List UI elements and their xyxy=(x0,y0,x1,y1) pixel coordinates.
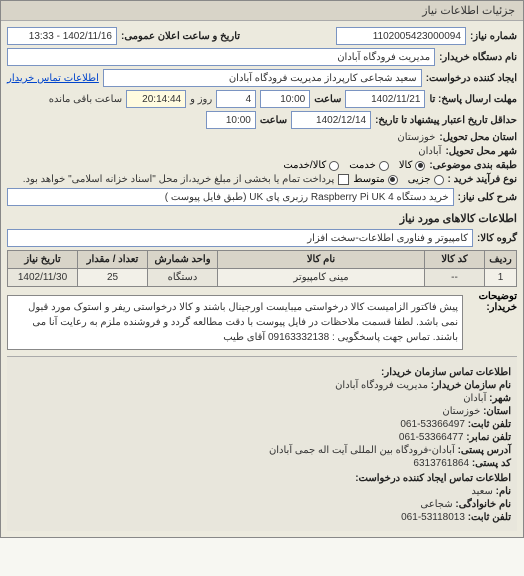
subject-label: شرح کلی نیاز: xyxy=(458,192,517,203)
cell-qty: 25 xyxy=(78,269,148,287)
validity-time-label: ساعت xyxy=(260,115,287,126)
creator-value: سعید شجاعی کارپرداز مدیریت فرودگاه آبادا… xyxy=(103,69,422,87)
budget-radio-group: کالا خدمت کالا/خدمت xyxy=(283,160,425,171)
public-datetime-value: 1402/11/16 - 13:33 xyxy=(7,27,117,45)
row-subject: شرح کلی نیاز: خرید دستگاه Raspberry Pi U… xyxy=(7,188,517,206)
table-header-row: ردیف کد کالا نام کالا واحد شمارش تعداد /… xyxy=(8,251,517,269)
row-creator: ایجاد کننده درخواست: سعید شجاعی کارپرداز… xyxy=(7,69,517,87)
row-budget: طبقه بندی موضوعی: کالا خدمت کالا/خدمت xyxy=(7,160,517,171)
days-value: 4 xyxy=(216,90,256,108)
days-after: روز و xyxy=(190,94,212,105)
validity-date: 1402/12/14 xyxy=(291,111,371,129)
city-label: شهر محل تحویل: xyxy=(445,146,517,157)
group-value: کامپیوتر و فناوری اطلاعات-سخت افزار xyxy=(7,229,473,247)
org-name-line: نام سازمان خریدار: مدیریت فرودگاه آبادان xyxy=(13,380,511,391)
notes-wrap: توضیحات خریدار: پیش فاکتور الزامیست کالا… xyxy=(7,291,517,350)
purchase-radio-group: جزیی متوسط xyxy=(353,174,443,185)
cell-date: 1402/11/30 xyxy=(8,269,78,287)
request-no-label: شماره نیاز: xyxy=(470,31,517,42)
org-province-line: استان: خوزستان xyxy=(13,406,511,417)
remain-after: ساعت باقی مانده xyxy=(49,94,122,105)
creator-phone-line: تلفن ثابت: 53118013-061 xyxy=(13,512,511,523)
radio-icon xyxy=(329,161,339,171)
reply-time-label: ساعت xyxy=(314,94,341,105)
row-city: شهر محل تحویل: آبادان xyxy=(7,146,517,157)
notes-value: پیش فاکتور الزامیست کالا درخواستی میبایس… xyxy=(7,295,463,350)
province-value: خوزستان xyxy=(397,132,435,143)
reply-date: 1402/11/21 xyxy=(345,90,425,108)
purchase-opt-1[interactable]: متوسط xyxy=(353,174,397,185)
request-no-value: 1102005423000094 xyxy=(336,27,466,45)
creator-section-title: اطلاعات تماس ایجاد کننده درخواست: xyxy=(13,473,511,484)
validity-time: 10:00 xyxy=(206,111,256,129)
row-reply-deadline: مهلت ارسال پاسخ: تا 1402/11/21 ساعت 10:0… xyxy=(7,90,517,108)
org-phone-line: تلفن ثابت: 53366497-061 xyxy=(13,419,511,430)
budget-opt-1[interactable]: خدمت xyxy=(349,160,389,171)
col-name: نام کالا xyxy=(218,251,425,269)
contact-section-title: اطلاعات تماس سازمان خریدار: xyxy=(13,367,511,378)
cell-idx: 1 xyxy=(485,269,517,287)
creator-label: ایجاد کننده درخواست: xyxy=(426,73,517,84)
buyer-contact-link[interactable]: اطلاعات تماس خریدار xyxy=(7,73,99,84)
cell-unit: دستگاه xyxy=(148,269,218,287)
row-province: استان محل تحویل: خوزستان xyxy=(7,132,517,143)
col-code: کد کالا xyxy=(425,251,485,269)
cell-code: -- xyxy=(425,269,485,287)
creator-lname-line: نام خانوادگی: شجاعی xyxy=(13,499,511,510)
city-value: آبادان xyxy=(418,146,441,157)
row-request-no: شماره نیاز: 1102005423000094 تاریخ و ساع… xyxy=(7,27,517,45)
row-validity: حداقل تاریخ اعتبار پیشنهاد تا تاریخ: 140… xyxy=(7,111,517,129)
reply-time: 10:00 xyxy=(260,90,310,108)
goods-table: ردیف کد کالا نام کالا واحد شمارش تعداد /… xyxy=(7,250,517,287)
buyer-label: نام دستگاه خریدار: xyxy=(439,52,517,63)
table-row: 1 -- مینی کامپیوتر دستگاه 25 1402/11/30 xyxy=(8,269,517,287)
budget-opt-2[interactable]: کالا/خدمت xyxy=(283,160,339,171)
validity-label: حداقل تاریخ اعتبار پیشنهاد تا تاریخ: xyxy=(375,115,517,126)
main-panel: جزئیات اطلاعات نیاز شماره نیاز: 11020054… xyxy=(0,0,524,538)
cell-name: مینی کامپیوتر xyxy=(218,269,425,287)
radio-icon xyxy=(388,175,398,185)
org-postal-line: کد پستی: 6313761864 xyxy=(13,458,511,469)
org-city-line: شهر: آبادان xyxy=(13,393,511,404)
budget-opt-0[interactable]: کالا xyxy=(399,160,426,171)
row-purchase-type: نوع فرآیند خرید : جزیی متوسط پرداخت تمام… xyxy=(7,174,517,185)
col-row: ردیف xyxy=(485,251,517,269)
panel-title: جزئیات اطلاعات نیاز xyxy=(1,1,523,21)
col-unit: واحد شمارش xyxy=(148,251,218,269)
creator-fname-line: نام: سعید xyxy=(13,486,511,497)
group-label: گروه کالا: xyxy=(477,233,517,244)
col-qty: تعداد / مقدار xyxy=(78,251,148,269)
public-datetime-label: تاریخ و ساعت اعلان عمومی: xyxy=(121,31,240,42)
radio-icon xyxy=(379,161,389,171)
remain-time: 20:14:44 xyxy=(126,90,186,108)
row-group: گروه کالا: کامپیوتر و فناوری اطلاعات-سخت… xyxy=(7,229,517,247)
radio-icon xyxy=(415,161,425,171)
subject-value: خرید دستگاه Raspberry Pi UK 4 رزبری پای … xyxy=(7,188,454,206)
org-fax-line: تلفن نمابر: 53366477-061 xyxy=(13,432,511,443)
row-buyer: نام دستگاه خریدار: مدیریت فرودگاه آبادان xyxy=(7,48,517,66)
reply-deadline-label: مهلت ارسال پاسخ: تا xyxy=(429,94,517,105)
buyer-value: مدیریت فرودگاه آبادان xyxy=(7,48,435,66)
purchase-desc: پرداخت تمام یا بخشی از مبلغ خرید،از محل … xyxy=(23,174,335,185)
purchase-opt-0[interactable]: جزیی xyxy=(408,174,444,185)
province-label: استان محل تحویل: xyxy=(439,132,517,143)
col-date: تاریخ نیاز xyxy=(8,251,78,269)
org-address-line: آدرس پستی: آبادان-فرودگاه بین المللی آیت… xyxy=(13,445,511,456)
budget-label: طبقه بندی موضوعی: xyxy=(429,160,517,171)
radio-icon xyxy=(434,175,444,185)
panel-body: شماره نیاز: 1102005423000094 تاریخ و ساع… xyxy=(1,21,523,537)
notes-label: توضیحات خریدار: xyxy=(467,291,517,313)
contact-section: اطلاعات تماس سازمان خریدار: نام سازمان خ… xyxy=(7,356,517,531)
purchase-type-label: نوع فرآیند خرید : xyxy=(448,174,517,185)
purchase-checkbox[interactable] xyxy=(338,174,349,185)
goods-section-title: اطلاعات کالاهای مورد نیاز xyxy=(7,212,517,225)
